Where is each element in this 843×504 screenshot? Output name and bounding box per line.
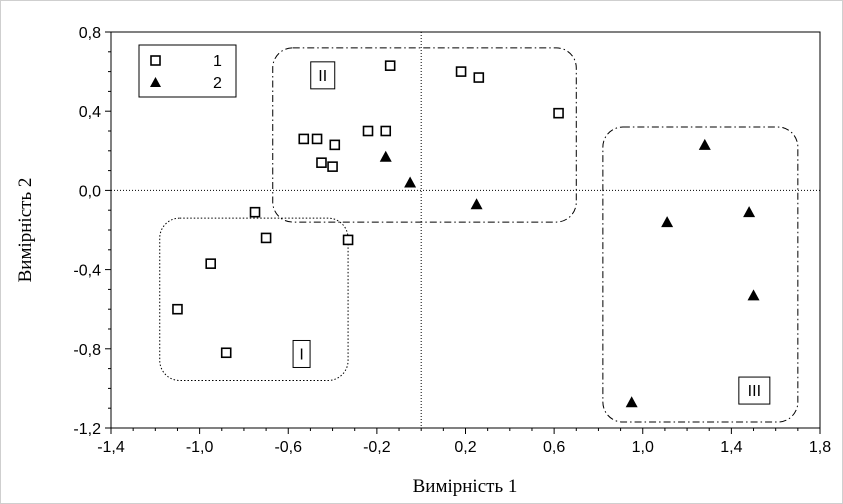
series-2-point [625, 396, 638, 408]
region-iii-outline [602, 126, 799, 423]
series-1-point [473, 72, 485, 83]
y-tick-label: -1,2 [73, 421, 101, 438]
region-i-outline [159, 217, 349, 381]
series-1-point [329, 139, 341, 151]
region-label: II [318, 68, 327, 85]
x-axis-ticks: -1,4 -1,0 -0,6 -0,2 0,2 0,6 1,0 1,4 1,8 [97, 428, 831, 456]
legend-triangle-marker [150, 77, 161, 87]
x-tick-label: 0,2 [454, 439, 476, 456]
series-2-point [743, 206, 756, 218]
x-tick-label: -0,6 [274, 439, 302, 456]
region-label-box [292, 339, 311, 368]
region-label-box [738, 376, 771, 405]
series-1-point [249, 206, 261, 218]
x-tick-label: -1,0 [186, 439, 214, 456]
region-ii-outline [272, 47, 577, 223]
y-tick-label: -0,4 [73, 263, 101, 280]
series-2-point [379, 150, 392, 162]
legend: 1 2 [138, 44, 237, 98]
y-tick-label: 0,4 [79, 104, 101, 121]
x-axis-title: Вимірність 1 [413, 476, 518, 497]
series-1-point [327, 161, 338, 172]
x-tick-label: 1,0 [632, 439, 654, 456]
series-1-point [380, 125, 392, 137]
series-1-point [455, 66, 467, 77]
series-1-point [205, 258, 217, 269]
legend-label-series-1: 1 [213, 53, 222, 70]
y-tick-label: 0,8 [79, 25, 101, 42]
legend-square-marker [150, 55, 161, 66]
series-1-point [298, 133, 310, 145]
series-2-point [470, 198, 483, 210]
series-1-point [384, 60, 396, 71]
y-tick-label: -0,8 [73, 342, 101, 359]
series-1-point [362, 125, 374, 137]
region-label: I [299, 346, 303, 363]
region-label-box [310, 61, 336, 90]
series-2-point [661, 216, 674, 228]
y-axis-ticks: 0,8 0,4 0,0 -0,4 -0,8 -1,2 [73, 25, 111, 438]
x-tick-label: 1,4 [720, 439, 742, 456]
legend-box [138, 44, 237, 98]
series-1-point [172, 303, 183, 315]
y-tick-label: 0,0 [79, 183, 101, 200]
region-label: III [748, 383, 761, 400]
legend-label-series-2: 2 [213, 75, 222, 92]
series-1-point [316, 157, 327, 168]
reference-lines [111, 32, 820, 428]
data-points [172, 60, 760, 408]
x-tick-label: 1,8 [809, 439, 831, 456]
y-axis-title: Вимірність 2 [15, 178, 36, 283]
x-tick-label: 0,6 [543, 439, 565, 456]
series-2-point [404, 176, 417, 188]
series-1-point [220, 347, 232, 359]
series-2-point [747, 289, 760, 301]
series-1-point [342, 234, 354, 246]
series-2-point [698, 138, 711, 150]
x-tick-label: -1,4 [97, 439, 125, 456]
series-1-point [311, 133, 323, 145]
series-1-point [260, 232, 272, 244]
series-1-point [553, 107, 564, 119]
x-tick-label: -0,2 [363, 439, 391, 456]
